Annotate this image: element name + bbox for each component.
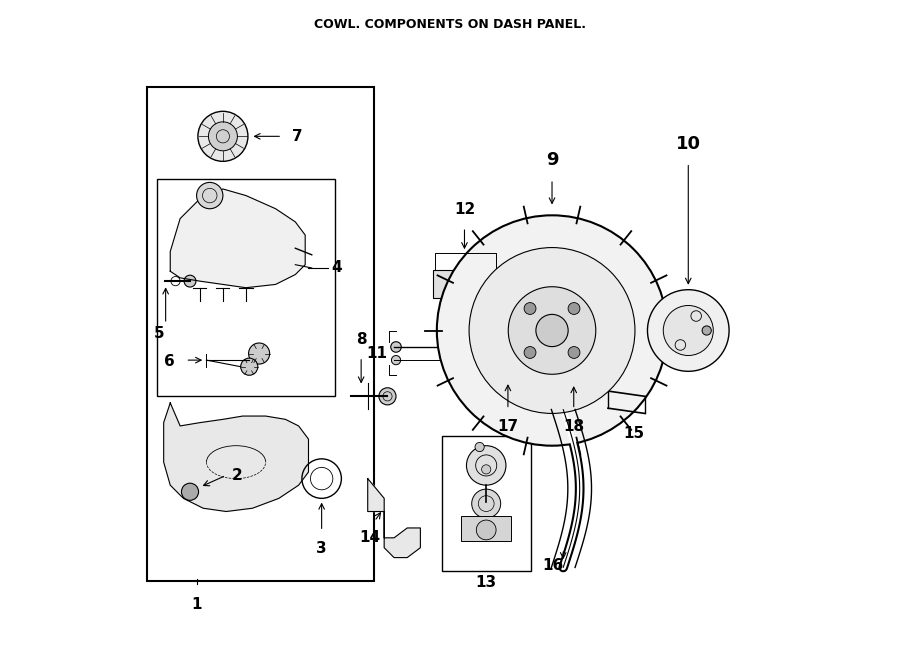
Text: 4: 4	[331, 260, 342, 276]
Text: 18: 18	[563, 419, 584, 434]
Text: 11: 11	[366, 346, 388, 361]
Bar	[433, 270, 469, 297]
Circle shape	[391, 342, 401, 352]
Text: 16: 16	[542, 558, 563, 572]
Circle shape	[171, 276, 180, 286]
Text: 14: 14	[359, 530, 381, 545]
Circle shape	[482, 465, 490, 474]
Text: 17: 17	[498, 419, 518, 434]
Polygon shape	[164, 403, 309, 512]
Circle shape	[536, 315, 568, 346]
Bar	[461, 516, 511, 541]
Circle shape	[663, 305, 714, 356]
Text: 5: 5	[154, 327, 165, 341]
Circle shape	[475, 442, 484, 451]
Text: 1: 1	[192, 597, 202, 612]
Circle shape	[472, 271, 497, 296]
Text: 13: 13	[475, 575, 497, 590]
Text: COWL. COMPONENTS ON DASH PANEL.: COWL. COMPONENTS ON DASH PANEL.	[314, 18, 586, 31]
Text: 8: 8	[356, 332, 366, 347]
Polygon shape	[170, 189, 305, 288]
Circle shape	[565, 365, 582, 382]
Text: 6: 6	[164, 354, 175, 369]
Text: 15: 15	[624, 426, 645, 441]
Circle shape	[248, 343, 270, 364]
Circle shape	[647, 290, 729, 371]
Circle shape	[184, 275, 196, 287]
Text: 12: 12	[454, 202, 475, 217]
Circle shape	[472, 489, 500, 518]
Text: 10: 10	[676, 135, 701, 153]
Circle shape	[196, 182, 223, 209]
Circle shape	[240, 358, 257, 375]
Circle shape	[198, 111, 248, 161]
Bar	[158, 179, 335, 397]
Text: 9: 9	[545, 151, 558, 169]
Circle shape	[568, 303, 580, 315]
Circle shape	[495, 370, 508, 382]
Circle shape	[379, 388, 396, 405]
Polygon shape	[368, 479, 420, 558]
Circle shape	[469, 248, 635, 413]
Text: 7: 7	[292, 129, 302, 144]
Circle shape	[524, 346, 536, 358]
Bar	[148, 87, 374, 580]
Circle shape	[182, 483, 199, 500]
Bar	[442, 436, 531, 570]
Circle shape	[436, 215, 667, 446]
Circle shape	[524, 303, 536, 315]
Circle shape	[209, 122, 238, 151]
Circle shape	[568, 346, 580, 358]
Text: 3: 3	[316, 541, 327, 556]
Circle shape	[508, 287, 596, 374]
Circle shape	[466, 446, 506, 485]
Circle shape	[702, 326, 711, 335]
Circle shape	[476, 520, 496, 540]
Circle shape	[392, 356, 400, 365]
Text: 2: 2	[231, 468, 242, 483]
